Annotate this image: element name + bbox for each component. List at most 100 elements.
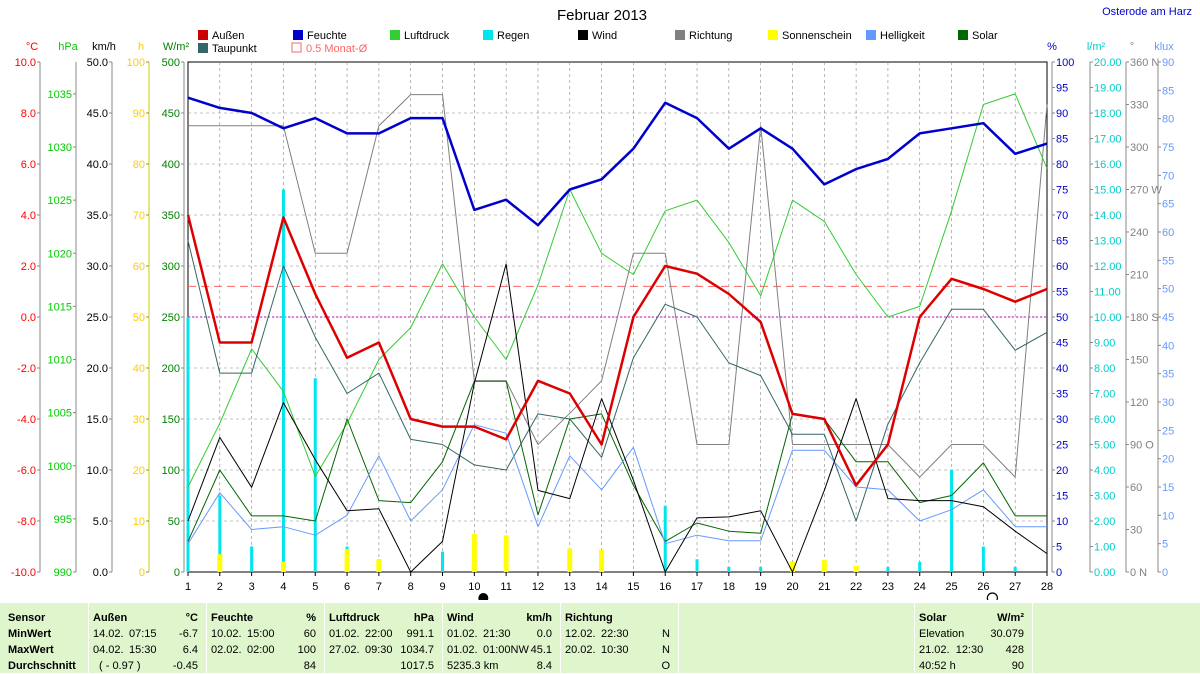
legend-label-wind: Wind xyxy=(592,30,617,42)
axis-tick-label: 0.0 xyxy=(93,567,108,579)
max-label: MaxWert xyxy=(8,644,54,656)
x-tick-label: 4 xyxy=(280,581,286,593)
axis-unit-w-m: W/m² xyxy=(163,41,190,53)
axis-tick-label: -10.0 xyxy=(11,567,36,579)
axis-tick-label: 100 xyxy=(127,57,145,69)
axis-tick-label: 7.00 xyxy=(1094,389,1115,401)
x-tick-label: 2 xyxy=(217,581,223,593)
legend-label-sonnenschein: Sonnenschein xyxy=(782,30,852,42)
axis-tick-label: 10 xyxy=(1056,516,1068,528)
axis-tick-label: 4.0 xyxy=(21,210,36,222)
axis-tick-label: 2.0 xyxy=(21,261,36,273)
axis-tick-label: 70 xyxy=(133,210,145,222)
left-axes: °C 10.0 8.0 6.0 4.0 2.0 0.0 -2.0 -4.0 -6.0 -8.0 -10… xyxy=(11,41,190,579)
feuchte-unit: % xyxy=(306,612,316,624)
aussen-min-value: -6.7 xyxy=(179,628,198,640)
legend-label-regen: Regen xyxy=(497,30,529,42)
axis-tick-label: 25 xyxy=(1056,440,1068,452)
bar-sonnenschein xyxy=(471,533,477,572)
axis-tick-label: 990 xyxy=(54,567,72,579)
wind-max-time: 01:00NW xyxy=(483,644,529,656)
axis-tick-label: -4.0 xyxy=(17,414,36,426)
axis-tick-label: 330 xyxy=(1130,100,1148,112)
axis-unit-l-m: l/m² xyxy=(1087,41,1106,53)
axis-tick-label: 3.00 xyxy=(1094,491,1115,503)
axis-tick-label: 400 xyxy=(162,159,180,171)
feuchte-min-date: 10.02. xyxy=(211,628,242,640)
aussen-min-time: 07:15 xyxy=(129,628,157,640)
axis-tick-label: 240 xyxy=(1130,227,1148,239)
axis-tick-label: 0 N xyxy=(1130,567,1147,579)
bar-regen xyxy=(281,189,285,572)
bar-sonnenschein xyxy=(503,535,509,572)
solar-max-value: 428 xyxy=(1005,644,1024,656)
luftdruck-min-date: 01.02. xyxy=(329,628,360,640)
wind-title: Wind xyxy=(447,612,474,624)
legend-label-feuchte: Feuchte xyxy=(307,30,347,42)
axis-tick-label: 30 xyxy=(133,414,145,426)
x-tick-label: 27 xyxy=(1009,581,1021,593)
feuchte-max-value: 100 xyxy=(297,644,316,656)
x-tick-label: 11 xyxy=(500,581,511,593)
axis-tick-label: 17.00 xyxy=(1094,134,1122,146)
axis-tick-label: 50.0 xyxy=(87,57,108,69)
richtung-max-value: N xyxy=(662,644,670,656)
axis-tick-label: 75 xyxy=(1056,185,1068,197)
weather-chart: Februar 2013 Osterode am Harz Außen Feuch… xyxy=(11,6,1192,600)
richtung-max-date: 20.02. xyxy=(565,644,596,656)
axis-tick-label: 6.0 xyxy=(21,159,36,171)
axis-tick-label: 1005 xyxy=(48,408,72,420)
solar-max-datetime: 21.02. 12:30 xyxy=(919,644,984,656)
bar-sonnenschein xyxy=(376,559,382,572)
aussen-max-value: 6.4 xyxy=(182,644,198,656)
axis-tick-label: 40.0 xyxy=(87,159,108,171)
axis-tick-label: 10.0 xyxy=(15,57,36,69)
bar-regen xyxy=(727,566,731,572)
series-line-taupunkt xyxy=(187,240,1048,522)
aussen-unit: °C xyxy=(185,612,198,624)
bar-sonnenschein xyxy=(853,565,859,572)
x-tick-label: 16 xyxy=(659,581,671,593)
bar-regen xyxy=(695,559,699,572)
richtung-title: Richtung xyxy=(565,612,613,624)
feuchte-min-time: 15:00 xyxy=(247,628,275,640)
x-tick-label: 18 xyxy=(723,581,735,593)
x-tick-label: 5 xyxy=(312,581,318,593)
axis-tick-label: 35.0 xyxy=(87,210,108,222)
axis-tick-label: 1030 xyxy=(48,142,72,154)
axis-tick-label: 65 xyxy=(1056,236,1068,248)
luftdruck-avg-value: 1017.5 xyxy=(400,660,434,672)
feuchte-avg-value: 84 xyxy=(303,660,316,672)
solar-title: Solar xyxy=(919,612,947,624)
luftdruck-max-time: 09:30 xyxy=(365,644,393,656)
statistics-panel: Sensor MinWert MaxWert Durchschnitt Auße… xyxy=(0,603,1200,673)
luftdruck-unit: hPa xyxy=(413,612,434,624)
aussen-min-date: 14.02. xyxy=(93,628,124,640)
axis-tick-label: 20 xyxy=(1162,454,1174,466)
axis-tick-label: 90 xyxy=(1162,57,1174,69)
aussen-avg-note: ( - 0.97 ) xyxy=(99,660,141,672)
moon-phases xyxy=(478,592,998,600)
x-tick-label: 25 xyxy=(945,581,957,593)
wind-min-value: 0.0 xyxy=(536,628,552,640)
bar-regen xyxy=(981,546,985,572)
x-tick-label: 19 xyxy=(755,581,767,593)
bar-regen xyxy=(886,566,890,572)
reference-lines xyxy=(188,285,1047,318)
aussen-max-date: 04.02. xyxy=(93,644,124,656)
axis-tick-label: 10 xyxy=(1162,510,1174,522)
legend-label-taupunkt: Taupunkt xyxy=(212,43,257,55)
axis-tick-label: 40 xyxy=(1162,340,1174,352)
wind-section: Wind km/h 01.02. 21:30 0.0 01.02. 01:00NW 45.… xyxy=(443,603,561,673)
wind-max-date: 01.02. xyxy=(447,644,478,656)
x-tick-label: 13 xyxy=(564,581,576,593)
axis-tick-label: 18.00 xyxy=(1094,108,1122,120)
richtung-min-value: N xyxy=(662,628,670,640)
bar-sonnenschein xyxy=(344,549,350,572)
axis-tick-label: 10.00 xyxy=(1094,312,1122,324)
x-tick-label: 12 xyxy=(532,581,544,593)
axis-tick-label: 100 xyxy=(162,465,180,477)
axis-tick-label: 350 xyxy=(162,210,180,222)
axis-tick-label: 0.00 xyxy=(1094,567,1115,579)
axis-tick-label: 45 xyxy=(1162,312,1174,324)
